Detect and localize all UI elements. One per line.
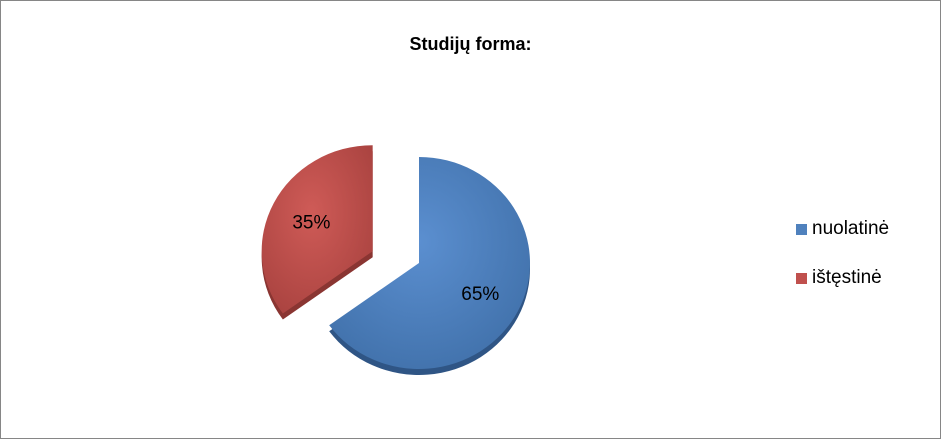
data-label-nuolatine: 65% [461,284,499,305]
legend-label-nuolatine: nuolatinė [812,218,890,239]
legend-swatch-nuolatine [796,223,807,235]
legend: nuolatinė ištęstinė [796,217,889,315]
chart-title: Studijų forma: [409,34,532,54]
legend-item-nuolatine: nuolatinė [796,217,889,241]
pie-slice-nuolatine [329,157,530,370]
legend-item-istestine: ištęstinė [796,266,889,290]
data-label-istestine: 35% [292,212,330,233]
pie-slice-istestine [261,145,373,314]
legend-swatch-istestine [796,272,807,284]
legend-label-istestine: ištęstinė [812,267,882,288]
